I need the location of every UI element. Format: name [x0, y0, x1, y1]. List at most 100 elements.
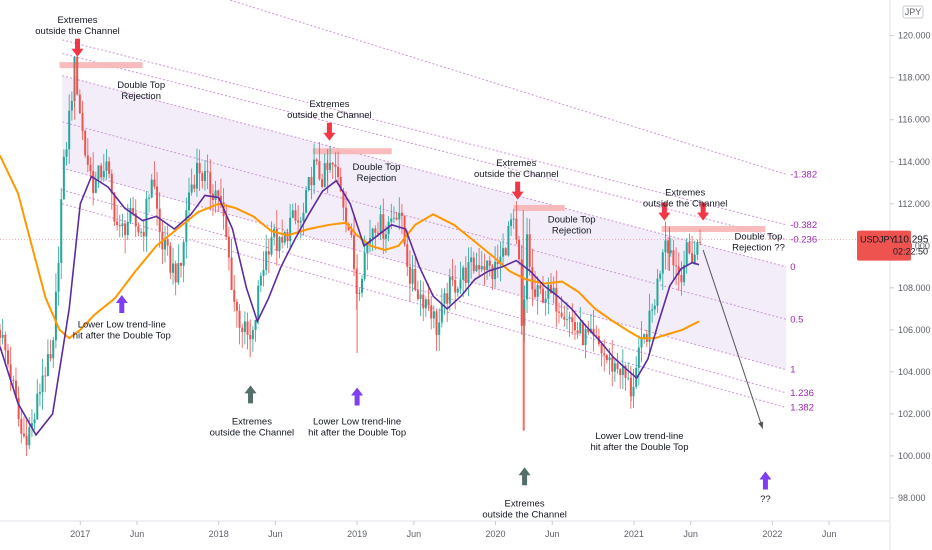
red-arrow-down — [697, 202, 710, 221]
annotation-text: Extremes outside the Channel — [210, 416, 295, 438]
candle-body — [134, 212, 137, 227]
candle-body — [518, 239, 521, 260]
candle-body — [227, 237, 230, 258]
candle-body — [443, 293, 446, 304]
candle-body — [233, 289, 236, 302]
candle-body — [603, 353, 606, 356]
x-tick-label: Jun — [683, 529, 698, 539]
candle-body — [427, 299, 430, 306]
annotation-text: Double Top Rejection — [117, 80, 165, 102]
candle-body — [699, 241, 702, 243]
purple-arrow-up — [115, 295, 128, 314]
candle-body — [475, 265, 478, 272]
candle-body — [4, 334, 7, 351]
x-tick-label: 2022 — [762, 529, 782, 539]
candle-body — [659, 273, 662, 279]
annotation-text: Extremes outside the Channel — [482, 498, 567, 520]
x-tick-label: 2017 — [70, 529, 90, 539]
candle-body — [177, 263, 180, 283]
candle-body — [491, 265, 494, 280]
candle-body — [536, 285, 539, 297]
candle-body — [520, 259, 523, 326]
resistance-zone — [312, 148, 392, 155]
projection-arrow-line — [702, 249, 764, 429]
candle-body — [358, 292, 361, 294]
candle-body — [291, 210, 294, 218]
candle-body — [643, 334, 646, 339]
candle-body — [238, 310, 241, 328]
y-tick-label: 102.000 — [898, 409, 931, 419]
candle-body — [286, 231, 289, 242]
candle-body — [180, 263, 183, 266]
x-tick-label: Jun — [822, 529, 837, 539]
candle-body — [164, 239, 167, 250]
x-tick-label: 2021 — [624, 529, 644, 539]
candle-body — [432, 311, 435, 319]
candle-body — [315, 159, 318, 161]
x-tick-label: 2020 — [486, 529, 506, 539]
candle-body — [464, 267, 467, 284]
candle-body — [76, 56, 79, 95]
candle-body — [294, 210, 297, 221]
candle-body — [243, 321, 246, 333]
x-tick-label: Jun — [407, 529, 422, 539]
annotation-line: Extremes — [309, 99, 349, 110]
candle-body — [265, 251, 268, 270]
candle-body — [318, 160, 321, 180]
fib-level-label: -0.236 — [790, 234, 817, 245]
candle-body — [384, 234, 387, 239]
annotation-line: Extremes — [232, 416, 272, 427]
price-axis[interactable]: 98.000 100.000 102.000 104.000 106.000 108.00… — [890, 31, 931, 503]
channel-level-line — [62, 75, 787, 268]
annotation-line: outside the Channel — [287, 110, 372, 121]
candle-body — [310, 177, 313, 186]
candle-body — [675, 265, 678, 267]
price-tag: USDJPY 110.295 02:22:50 — [857, 230, 929, 261]
candle-body — [1, 334, 4, 338]
candle-body — [446, 293, 449, 304]
annotation-text: Extremes outside the Channel — [35, 15, 120, 37]
ema-short-line — [0, 175, 700, 437]
bar-countdown: 02:22:50 — [893, 247, 928, 257]
annotation-text: Extremes outside the Channel — [287, 99, 372, 121]
candle-body — [137, 226, 140, 233]
annotation-text: Lower Low trend-line hit after the Double… — [308, 416, 406, 438]
candle-body — [46, 354, 49, 376]
candle-body — [124, 223, 127, 236]
candle-body — [214, 190, 217, 200]
candle-body — [89, 164, 92, 172]
candle-body — [414, 268, 417, 291]
time-axis[interactable]: 2017 Jun 2018 Jun 2019 Jun 2020 Jun 2021 Jun 2022 J… — [70, 521, 836, 539]
candle-body — [156, 186, 159, 209]
candle-body — [488, 260, 491, 266]
candle-body — [246, 321, 249, 335]
candle-body — [323, 163, 326, 187]
candle-body — [549, 284, 552, 294]
candle-body — [648, 310, 651, 343]
fib-level-label: 0.5 — [790, 314, 803, 325]
candle-body — [651, 309, 654, 311]
candle-body — [403, 215, 406, 245]
candle-body — [209, 172, 212, 194]
candle-body — [345, 207, 348, 225]
candle-body — [195, 162, 198, 189]
candle-body — [483, 266, 486, 270]
channel-level-line — [62, 167, 787, 371]
candle-body — [331, 162, 334, 165]
candle-body — [169, 245, 172, 273]
annotation-line: Lower Low trend-line — [595, 431, 683, 442]
candle-body — [600, 344, 603, 354]
candle-body — [584, 329, 587, 346]
candle-body — [581, 322, 584, 346]
candle-body — [424, 299, 427, 309]
candle-body — [406, 244, 409, 267]
candle-body — [552, 287, 555, 294]
candle-body — [121, 223, 124, 227]
fib-level-label: -1.382 — [790, 169, 817, 180]
candle-body — [102, 170, 105, 178]
candle-body — [376, 232, 379, 235]
candle-body — [531, 266, 534, 290]
